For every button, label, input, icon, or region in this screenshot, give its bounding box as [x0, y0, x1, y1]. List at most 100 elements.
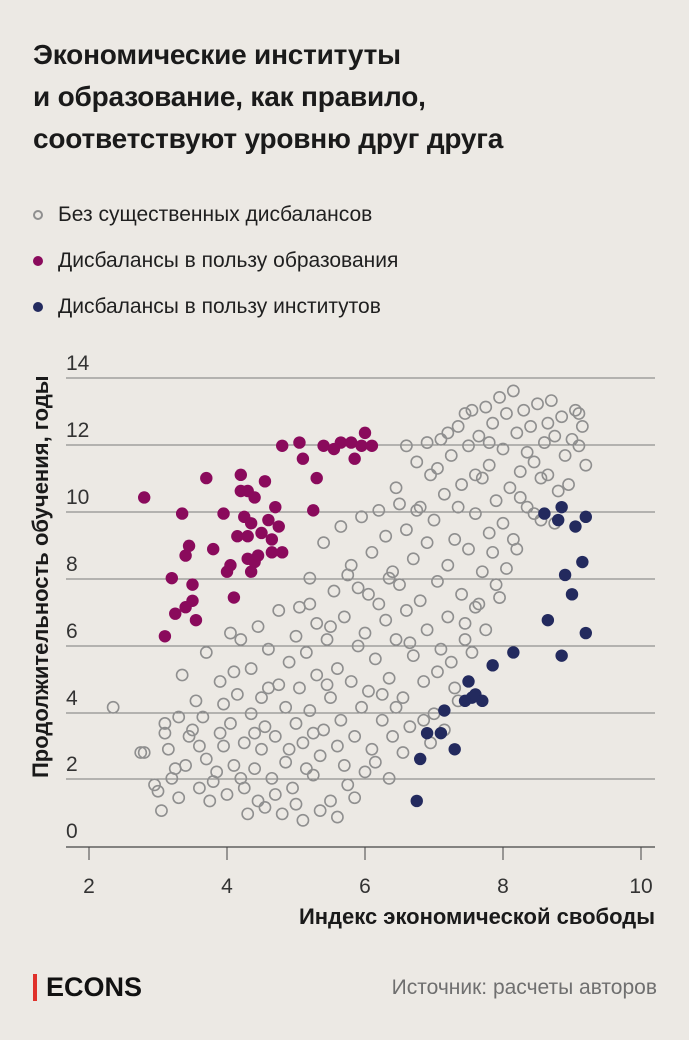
data-point-none [575, 420, 589, 433]
data-point-institutions [434, 726, 448, 740]
data-point-none [393, 497, 406, 511]
data-point-none [389, 700, 403, 714]
data-point-none [303, 597, 317, 611]
data-point-none [289, 797, 303, 811]
data-point-none [451, 500, 465, 514]
data-point-institutions [555, 649, 568, 662]
data-point-none [399, 523, 413, 537]
x-axis-title: Индекс экономической свободы [299, 904, 655, 929]
data-point-none [324, 620, 337, 633]
data-point-education [248, 491, 261, 504]
data-point-institutions [552, 513, 565, 527]
data-point-none [313, 804, 327, 818]
data-point-none [444, 655, 458, 669]
data-point-none [299, 646, 313, 659]
data-point-none [248, 726, 261, 740]
data-point-none [441, 558, 455, 572]
legend-marker-hollow [33, 210, 43, 220]
data-point-institutions [448, 743, 461, 756]
data-point-education [244, 517, 258, 530]
data-point-none [244, 662, 258, 675]
x-tick-label: 6 [359, 875, 371, 898]
data-point-none [434, 642, 448, 656]
x-tick-label: 10 [629, 875, 652, 898]
data-point-none [569, 403, 582, 417]
data-point-none [441, 426, 455, 440]
data-point-none [258, 801, 272, 814]
data-point-none [441, 610, 455, 624]
data-point-none [468, 468, 482, 482]
data-point-none [493, 390, 506, 404]
data-point-none [372, 597, 386, 611]
data-point-none [362, 684, 375, 698]
data-point-none [427, 513, 441, 527]
data-point-none [399, 604, 413, 617]
data-point-none [448, 681, 462, 695]
data-point-education [251, 549, 265, 562]
data-point-none [406, 552, 420, 566]
data-point-none [386, 565, 399, 579]
data-point-none [572, 439, 586, 453]
source-note: Источник: расчеты авторов [391, 976, 657, 999]
data-point-none [303, 704, 317, 717]
data-point-none [389, 633, 403, 646]
data-point-none [382, 571, 396, 585]
data-point-none [431, 575, 444, 588]
data-point-none [420, 623, 434, 637]
chart-title-line: соответствуют уровню друг друга [33, 123, 504, 154]
data-point-none [517, 403, 531, 417]
data-point-none [265, 771, 279, 785]
data-point-none [355, 510, 368, 524]
data-point-none [534, 471, 548, 485]
data-point-none [199, 752, 213, 766]
data-point-none [541, 416, 555, 430]
data-point-none [244, 707, 258, 721]
data-point-institutions [414, 752, 427, 766]
data-point-none [161, 742, 175, 756]
x-tick-label: 8 [497, 875, 509, 898]
data-point-none [444, 449, 458, 462]
legend-label: Без существенных дисбалансов [58, 203, 373, 226]
data-point-none [468, 507, 482, 520]
data-point-none [431, 461, 444, 475]
data-point-education [348, 452, 361, 465]
data-point-none [410, 455, 424, 469]
y-tick-label: 2 [66, 753, 78, 776]
data-point-none [406, 649, 420, 663]
data-point-none [217, 697, 230, 711]
data-point-none [344, 675, 358, 688]
data-point-none [324, 794, 337, 808]
data-point-none [475, 471, 489, 485]
data-point-education [179, 549, 192, 562]
data-point-education [186, 578, 199, 591]
data-point-none [413, 594, 427, 608]
data-point-none [417, 675, 431, 688]
data-point-none [500, 562, 513, 575]
data-point-none [551, 484, 565, 498]
data-point-none [282, 742, 296, 756]
data-point-education [258, 475, 272, 488]
data-point-none [362, 587, 375, 601]
data-point-none [158, 717, 172, 730]
y-tick-label: 10 [66, 486, 89, 509]
data-point-none [448, 533, 462, 546]
data-point-none [455, 587, 468, 601]
data-point-none [310, 668, 324, 682]
data-point-institutions [438, 704, 451, 717]
data-point-none [527, 455, 541, 469]
data-point-institutions [579, 510, 592, 524]
data-point-education [182, 539, 196, 553]
data-point-none [520, 445, 534, 459]
data-point-none [337, 610, 351, 624]
data-point-none [320, 678, 334, 692]
data-point-none [458, 407, 472, 420]
chart-title-line: и образование, как правило, [33, 81, 426, 112]
data-point-none [475, 565, 489, 579]
data-point-none [403, 720, 417, 734]
data-point-none [465, 646, 479, 659]
data-point-none [234, 771, 248, 785]
data-point-none [358, 626, 372, 640]
data-point-none [513, 465, 527, 479]
data-point-none [572, 407, 586, 420]
data-point-none [296, 813, 310, 827]
